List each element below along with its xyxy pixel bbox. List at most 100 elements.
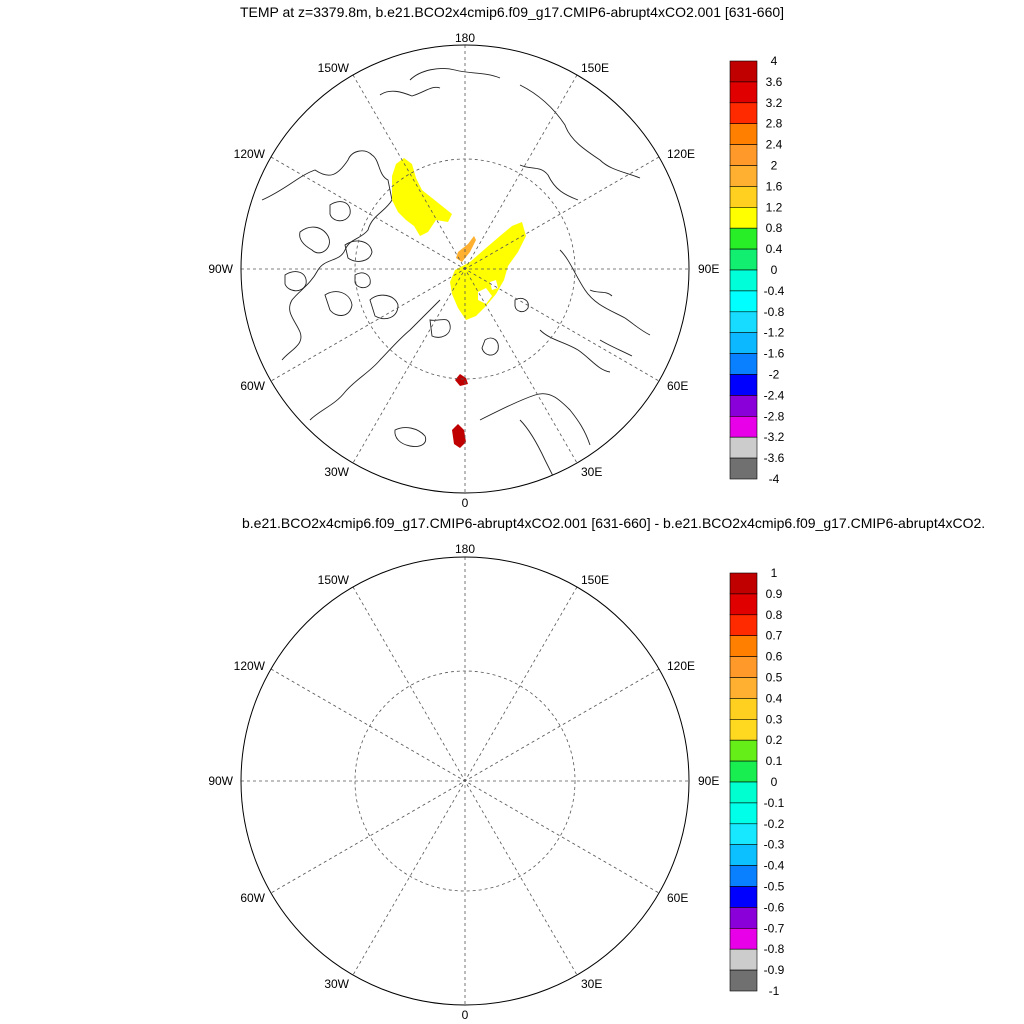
colorbar-swatch (729, 311, 758, 333)
colorbar-label: 0.4 (766, 242, 783, 256)
colorbar-label: 2.8 (766, 117, 783, 131)
lon-label-30e: 30E (581, 977, 602, 991)
lon-label-30e: 30E (581, 465, 602, 479)
colorbar-swatch (729, 457, 758, 480)
colorbar-1: 4 3.6 3.2 2.8 2.4 2 1.6 1.2 0.8 0.4 0 -0.4 -0.8 -1.2 -… (729, 54, 785, 486)
colorbar-swatch (729, 269, 758, 292)
colorbar-label: -3.2 (764, 430, 785, 444)
graticule-1 (241, 45, 689, 493)
lon-label-150e: 150E (581, 573, 609, 587)
colorbar-label: -1.2 (764, 326, 785, 340)
lon-label-left: 90W (208, 774, 233, 788)
colorbar-swatch (729, 865, 758, 887)
lon-label-60w: 60W (240, 891, 265, 905)
lon-label-30w: 30W (324, 465, 349, 479)
coastlines-1 (261, 68, 651, 491)
colorbar-label: -3.6 (764, 451, 785, 465)
lon-label-60e: 60E (667, 891, 688, 905)
graticule-2 (241, 557, 689, 1005)
colorbar-label: 4 (771, 54, 778, 68)
colorbar-swatch (729, 165, 758, 187)
colorbar-swatch (729, 81, 758, 104)
colorbar-label: -4 (769, 472, 780, 486)
colorbar-label: -0.3 (764, 838, 785, 852)
colorbar-swatch (729, 614, 758, 636)
colorbar-label: 1.6 (766, 179, 783, 193)
colorbar-label: 0.3 (766, 712, 783, 726)
colorbar-swatch (729, 593, 758, 616)
yellow-anomaly-region-north (392, 158, 452, 236)
colorbar-swatch (729, 907, 758, 929)
colorbar-label: 0.6 (766, 650, 783, 664)
panel-2-title: b.e21.BCO2x4cmip6.f09_g17.CMIP6-abrupt4x… (242, 515, 986, 531)
colorbar-swatch (729, 290, 758, 313)
lon-label-top: 180 (455, 31, 475, 45)
colorbar-swatch (729, 823, 758, 845)
lon-label-150w: 150W (318, 573, 350, 587)
colorbar-label: 1 (771, 566, 778, 580)
colorbar-label: 0.9 (766, 587, 783, 601)
anomaly-fills-1 (392, 158, 526, 448)
colorbar-label: 0.8 (766, 608, 783, 622)
panel-1-title: TEMP at z=3379.8m, b.e21.BCO2x4cmip6.f09… (239, 4, 785, 20)
colorbar-swatch (729, 207, 758, 229)
lon-label-120e: 120E (667, 147, 695, 161)
colorbar-swatch (729, 123, 758, 145)
colorbar-swatch (729, 353, 758, 375)
colorbar-swatch (729, 948, 758, 971)
lon-label-right: 90E (698, 262, 719, 276)
colorbar-swatch (729, 927, 758, 950)
colorbar-swatch (729, 844, 758, 866)
colorbar-label: 0.8 (766, 221, 783, 235)
colorbar-swatch (729, 677, 758, 699)
colorbar-swatch (729, 969, 758, 992)
colorbar-label: 0.4 (766, 691, 783, 705)
colorbar-label: -0.8 (764, 305, 785, 319)
lon-label-60w: 60W (240, 379, 265, 393)
colorbar-label: 0 (771, 775, 778, 789)
colorbar-label: 0 (771, 263, 778, 277)
colorbar-swatch (729, 144, 758, 166)
colorbar-label: -2 (769, 368, 780, 382)
lon-label-150w: 150W (318, 61, 350, 75)
colorbar-swatch (729, 186, 758, 208)
colorbar-label: -2.8 (764, 409, 785, 423)
colorbar-label: 3.6 (766, 75, 783, 89)
colorbar-swatch (729, 102, 758, 125)
map-panel-1: 180 0 90W 90E 150W 120W 150E 120E 60W 30… (208, 31, 784, 510)
colorbar-label: -0.9 (764, 963, 785, 977)
colorbar-swatch (729, 332, 758, 354)
colorbar-2: 1 0.9 0.8 0.7 0.6 0.5 0.4 0.3 0.2 0.1 0 -0.1 -0.2 -0.… (729, 566, 785, 998)
lon-label-bottom: 0 (462, 496, 469, 510)
colorbar-label: -0.4 (764, 284, 785, 298)
colorbar-label: 0.2 (766, 733, 783, 747)
lon-label-60e: 60E (667, 379, 688, 393)
colorbar-swatch (729, 572, 758, 595)
lon-label-120e: 120E (667, 659, 695, 673)
colorbar-label: 2 (771, 159, 778, 173)
lon-label-150e: 150E (581, 61, 609, 75)
colorbar-swatch (729, 60, 758, 83)
lon-label-bottom: 0 (462, 1008, 469, 1022)
colorbar-label: -0.2 (764, 817, 785, 831)
colorbar-swatch (729, 760, 758, 783)
colorbar-label: -0.6 (764, 900, 785, 914)
colorbar-label: -0.4 (764, 859, 785, 873)
colorbar-label: -1.6 (764, 347, 785, 361)
colorbar-swatch (729, 656, 758, 678)
map-boundary-2 (240, 556, 690, 1006)
colorbar-swatch (729, 718, 758, 741)
colorbar-label: -1 (769, 984, 780, 998)
orange-anomaly-patch (456, 236, 476, 262)
lon-labels-2: 180 0 90W 90E 150W 120W 150E 120E 60W 30… (208, 542, 719, 1022)
colorbar-label: 3.2 (766, 96, 783, 110)
map-boundary-1 (240, 44, 690, 494)
lon-label-120w: 120W (234, 147, 266, 161)
colorbar-swatch (729, 886, 758, 908)
colorbar-swatch (729, 781, 758, 804)
colorbar-label: -0.7 (764, 921, 785, 935)
lon-label-right: 90E (698, 774, 719, 788)
lon-label-30w: 30W (324, 977, 349, 991)
map-panel-2: 180 0 90W 90E 150W 120W 150E 120E 60W 30… (208, 542, 784, 1022)
colorbar-label: 2.4 (766, 138, 783, 152)
